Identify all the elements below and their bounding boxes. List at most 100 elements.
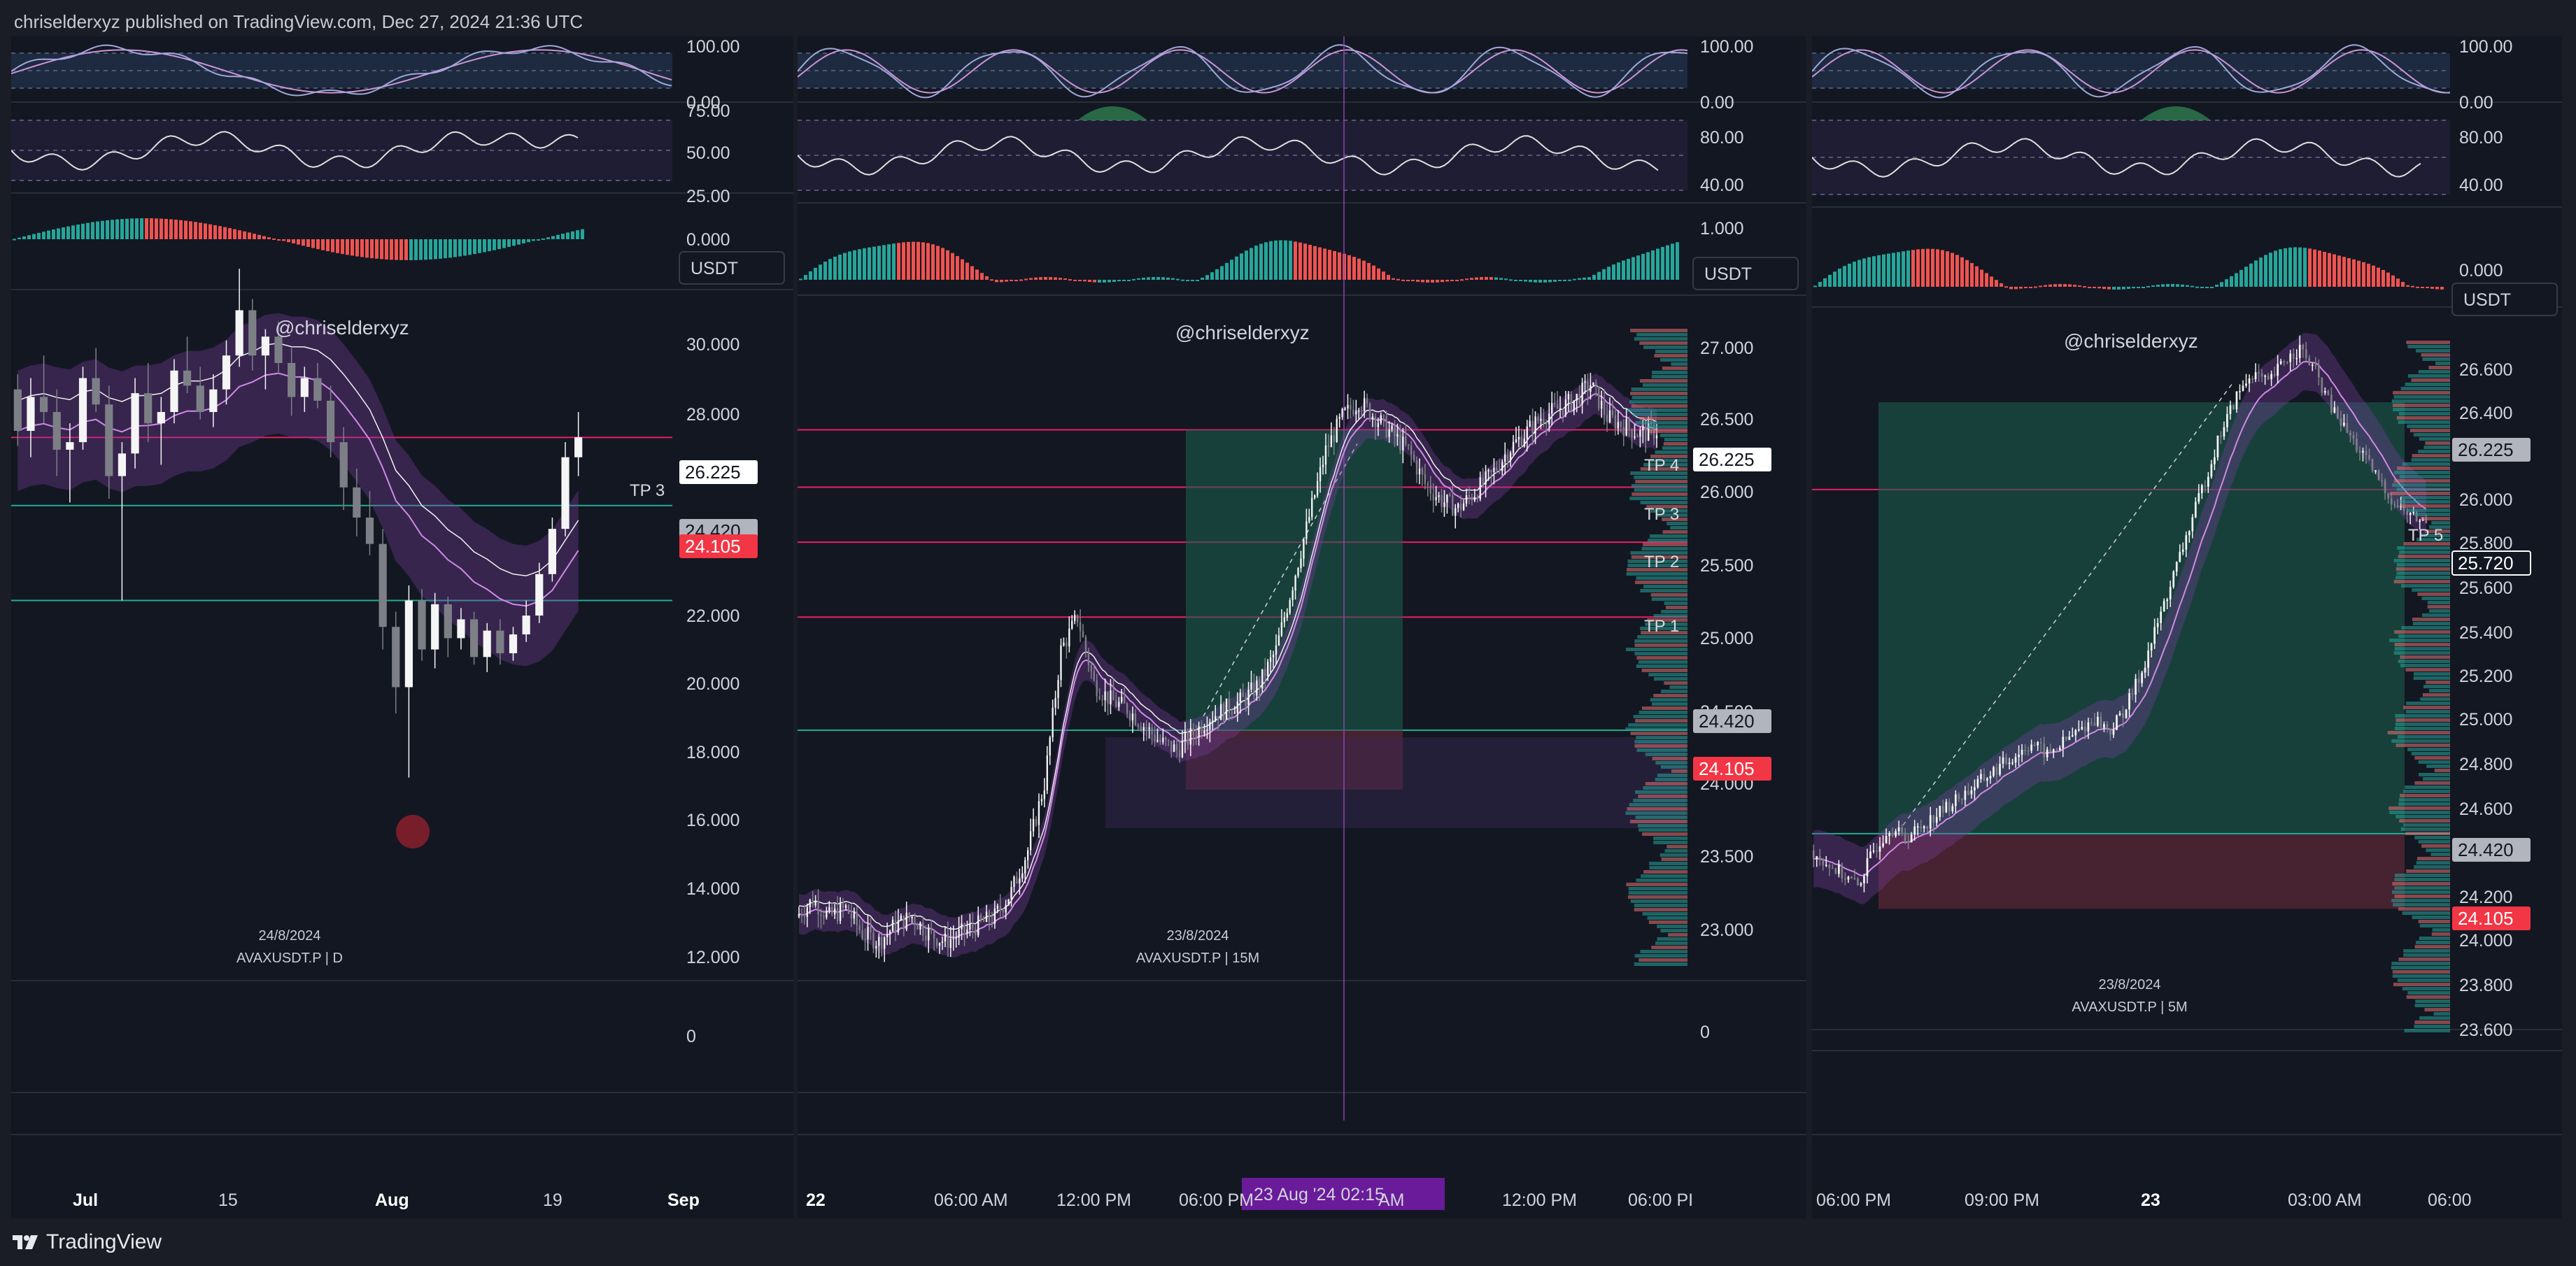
stoch-scale-label: 0.00 <box>2459 93 2493 113</box>
macd-bar <box>1848 263 1851 287</box>
candle-body <box>2368 455 2370 460</box>
candle <box>925 925 927 947</box>
volume-profile-bar <box>1638 660 1687 664</box>
macd-bar <box>468 239 472 255</box>
candle <box>1236 692 1238 722</box>
volume-profile-bar <box>2393 395 2450 399</box>
stoch-scale-label: 100.00 <box>2459 37 2512 57</box>
candle <box>979 913 982 923</box>
candle <box>1314 494 1316 500</box>
candle <box>1570 391 1572 413</box>
candle <box>2198 484 2200 504</box>
macd-bar <box>1813 285 1817 287</box>
candle-body <box>1324 446 1327 465</box>
volume-scale-label: 0 <box>686 1027 696 1046</box>
volume-profile-bar <box>2434 769 2450 772</box>
macd-bar <box>1166 277 1170 280</box>
chart-panel-5m[interactable]: 26.600 26.400 26.000 25.800 25.600 25.400 25.2… <box>1812 36 2562 1218</box>
candle <box>814 895 816 908</box>
candle <box>952 925 954 951</box>
macd-bar <box>561 234 565 239</box>
candle-body <box>958 929 960 938</box>
macd-bar <box>1122 280 1126 281</box>
chart-panel-daily[interactable]: 30.00028.00024.00022.00020.00018.00016.0… <box>11 36 793 1218</box>
candle-body <box>856 911 858 925</box>
candle-body <box>2346 422 2349 433</box>
currency-selector[interactable]: USDT <box>679 251 785 285</box>
volume-profile-bar <box>1655 778 1687 781</box>
volume-profile-bar <box>1634 790 1687 794</box>
macd-bar <box>1338 252 1341 280</box>
candle <box>1355 399 1357 424</box>
macd-bar <box>1995 280 1998 287</box>
macd-bar <box>228 228 232 239</box>
candle-body <box>2150 643 2153 651</box>
chart-panel-15m[interactable]: 27.00026.50026.00025.50025.00024.50024.0… <box>798 36 1806 1218</box>
candle-body <box>1545 422 1548 425</box>
macd-bar <box>1494 277 1498 280</box>
currency-selector[interactable]: USDT <box>1692 257 1799 290</box>
candle <box>1645 420 1647 453</box>
currency-selector[interactable]: USDT <box>2451 283 2558 316</box>
candle <box>894 910 897 941</box>
candle <box>2254 363 2257 383</box>
volume-profile-bar <box>2400 664 2450 667</box>
candle <box>1999 756 2001 777</box>
candle-body <box>2021 750 2023 755</box>
candle-body <box>2046 749 2048 758</box>
volume-profile-bar <box>2407 374 2450 378</box>
macd-bar <box>2200 287 2204 288</box>
candle-body <box>991 921 993 924</box>
volume-profile-bar <box>1671 769 1687 773</box>
macd-bar <box>1039 277 1042 280</box>
candle <box>1344 406 1346 411</box>
candle <box>1410 441 1413 467</box>
candle <box>2109 728 2111 741</box>
candle-body <box>870 926 872 933</box>
candle-body <box>1598 386 1600 409</box>
volume-profile-bar <box>1632 413 1687 416</box>
candle-body <box>1355 411 1357 415</box>
candle <box>1010 881 1012 907</box>
candle-body <box>118 453 126 476</box>
candle <box>2018 745 2020 767</box>
macd-bar <box>1068 279 1072 281</box>
candle-body <box>2052 749 2055 753</box>
macd-bar <box>32 234 36 239</box>
macd-bar <box>1431 280 1434 283</box>
candle <box>1043 778 1046 808</box>
volume-profile-bar <box>2399 819 2450 823</box>
candle-body <box>1049 737 1051 756</box>
macd-bar <box>1906 250 1910 287</box>
volume-profile-bar <box>1652 702 1687 706</box>
candle <box>2235 391 2238 413</box>
macd-bar <box>863 248 866 280</box>
time-axis-label: 06:00 AM <box>934 1190 1008 1210</box>
candle-body <box>1371 416 1374 420</box>
macd-bar <box>174 220 178 239</box>
candle-body <box>1264 669 1266 676</box>
price-tick-label: 16.000 <box>686 811 739 830</box>
candle <box>2267 373 2270 380</box>
macd-bar <box>1362 260 1366 280</box>
macd-bar <box>2293 247 2297 287</box>
candle-body <box>2169 587 2172 600</box>
candle <box>2311 362 2314 371</box>
candle-body <box>418 600 426 650</box>
candle <box>2027 746 2030 756</box>
candle-body <box>1198 726 1200 738</box>
volume-profile-bar <box>2392 404 2450 407</box>
candle-body <box>170 370 178 413</box>
candle-body <box>2226 413 2228 427</box>
tradingview-brand[interactable]: TradingView <box>11 1228 162 1256</box>
volume-profile-bar <box>2403 823 2450 827</box>
candle <box>183 336 192 394</box>
volume-profile-bar <box>2401 496 2450 499</box>
macd-bar <box>306 239 310 247</box>
candle-body <box>66 442 74 450</box>
candle <box>1869 844 1871 859</box>
candle <box>1954 790 1957 813</box>
volume-profile-bar <box>2412 622 2450 625</box>
macd-bar <box>2063 284 2067 287</box>
position-loss-zone <box>1186 730 1403 790</box>
